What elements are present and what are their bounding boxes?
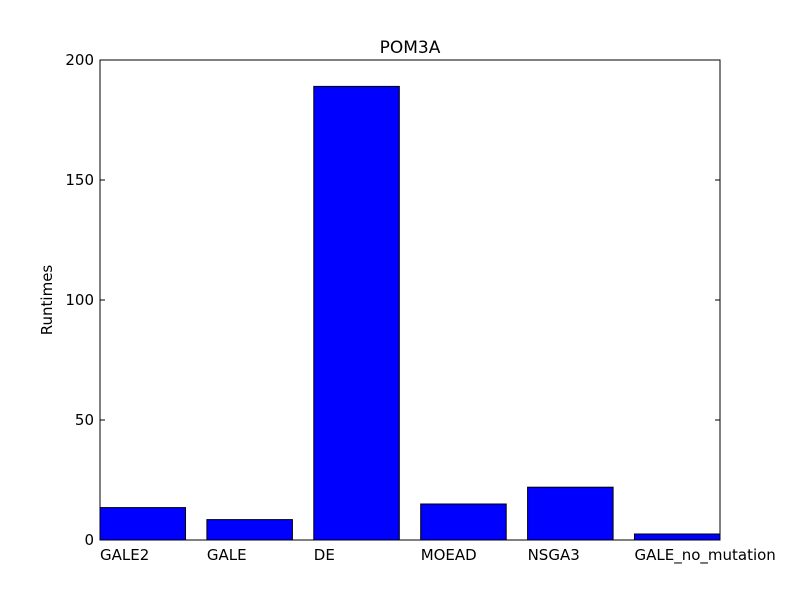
x-ticks-group: GALE2 GALE DE MOEAD NSGA3 GALE_no_mutation — [100, 546, 776, 565]
bars-group — [99, 85, 721, 541]
y-tick-label: 200 — [65, 51, 94, 69]
y-axis-label: Runtimes — [38, 265, 56, 336]
y-tick-label: 0 — [84, 531, 94, 549]
bar-gale-no-mutation — [633, 533, 721, 541]
bar-gale — [206, 519, 293, 541]
x-tick-label: NSGA3 — [528, 546, 580, 564]
bar-gale2 — [99, 507, 187, 541]
y-tick-label: 150 — [65, 171, 94, 189]
x-tick-label: DE — [314, 546, 335, 564]
x-tick-label: GALE2 — [100, 546, 149, 564]
x-tick-label: MOEAD — [421, 546, 477, 564]
y-tick-label: 100 — [65, 291, 94, 309]
y-tick-label: 50 — [75, 411, 94, 429]
bar-moead — [420, 503, 507, 541]
bar-de — [313, 85, 400, 541]
x-tick-label: GALE — [207, 546, 247, 564]
chart-title: POM3A — [380, 38, 441, 58]
bar-nsga3 — [527, 486, 614, 541]
y-ticks-group: 0 50 100 150 200 — [65, 51, 720, 549]
x-tick-label: GALE_no_mutation — [634, 546, 775, 565]
